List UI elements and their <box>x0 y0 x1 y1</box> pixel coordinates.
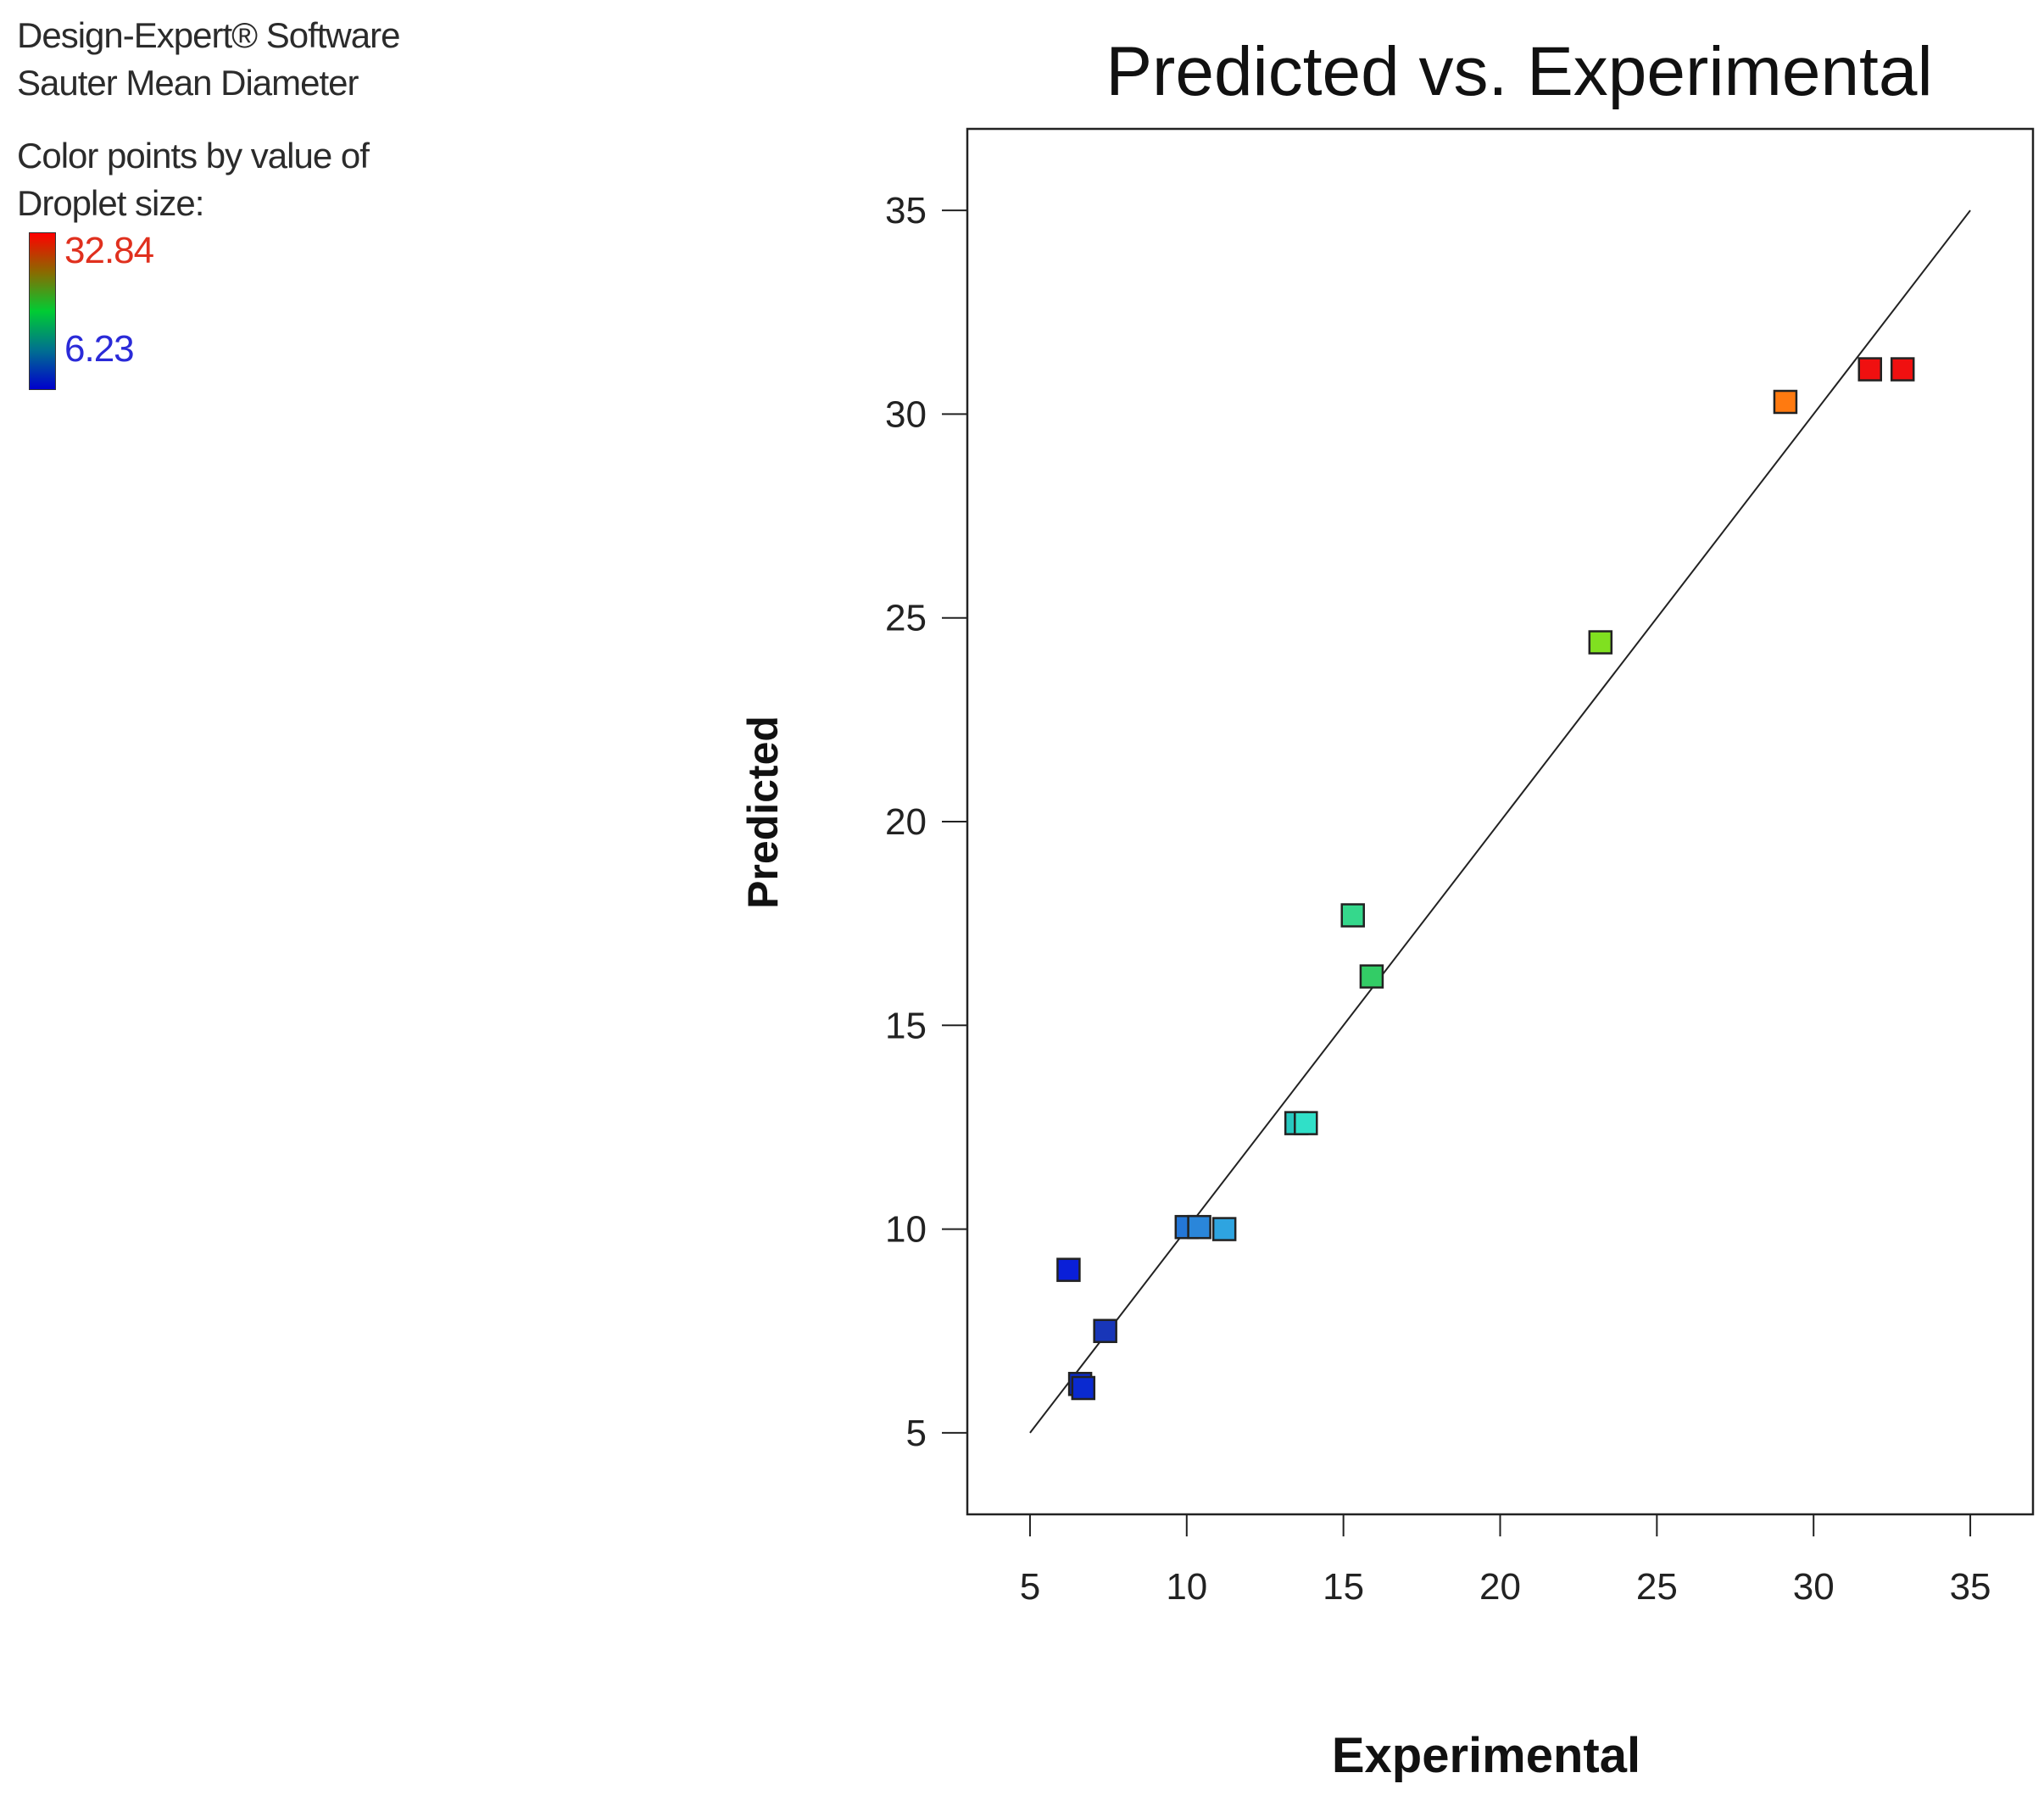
data-point <box>1890 357 1915 382</box>
x-tick-label: 35 <box>1950 1566 1991 1608</box>
color-by-label: Color points by value of <box>17 136 370 176</box>
x-tick-label: 20 <box>1479 1566 1521 1608</box>
data-points <box>1056 357 1915 1401</box>
x-tick-label: 30 <box>1793 1566 1835 1608</box>
data-point <box>1093 1318 1117 1343</box>
colorbar-gradient <box>29 232 56 390</box>
x-tick-label: 5 <box>1020 1566 1040 1608</box>
response-label: Sauter Mean Diameter <box>17 63 359 103</box>
data-point <box>1773 389 1798 415</box>
data-point <box>1187 1214 1211 1240</box>
data-point <box>1294 1111 1318 1135</box>
y-tick-label: 25 <box>885 598 927 639</box>
x-tick-label: 10 <box>1166 1566 1207 1608</box>
y-tick-label: 5 <box>906 1413 927 1454</box>
data-point <box>1588 630 1613 655</box>
colorbar-max-label: 32.84 <box>64 230 154 271</box>
y-tick-label: 10 <box>885 1209 927 1251</box>
x-axis-label: Experimental <box>1332 1728 1640 1783</box>
data-point <box>1359 964 1384 989</box>
y-tick-label: 15 <box>885 1005 927 1046</box>
x-tick-label: 25 <box>1636 1566 1678 1608</box>
colorbar: 32.84 6.23 <box>17 232 610 402</box>
data-point <box>1071 1375 1096 1401</box>
data-point <box>1857 357 1883 382</box>
reference-line <box>1029 209 1971 1434</box>
software-label: Design-Expert® Software <box>17 15 400 55</box>
x-tick-label: 15 <box>1323 1566 1364 1608</box>
data-point <box>1211 1217 1237 1241</box>
y-tick-label: 20 <box>885 801 927 843</box>
legend-panel: Design-Expert® Software Sauter Mean Diam… <box>17 12 610 402</box>
data-point <box>1340 903 1365 928</box>
y-axis-label: Predicted <box>739 716 787 909</box>
data-point <box>1056 1257 1081 1282</box>
chart-title: Predicted vs. Experimental <box>1106 33 1932 110</box>
colorbar-min-label: 6.23 <box>64 328 135 370</box>
y-tick-label: 35 <box>885 190 927 231</box>
color-by-variable: Droplet size: <box>17 183 204 223</box>
y-tick-label: 30 <box>885 393 927 435</box>
axis-ticks: 5 10 15 20 25 30 35 5 10 15 20 25 30 35 <box>885 190 1991 1608</box>
